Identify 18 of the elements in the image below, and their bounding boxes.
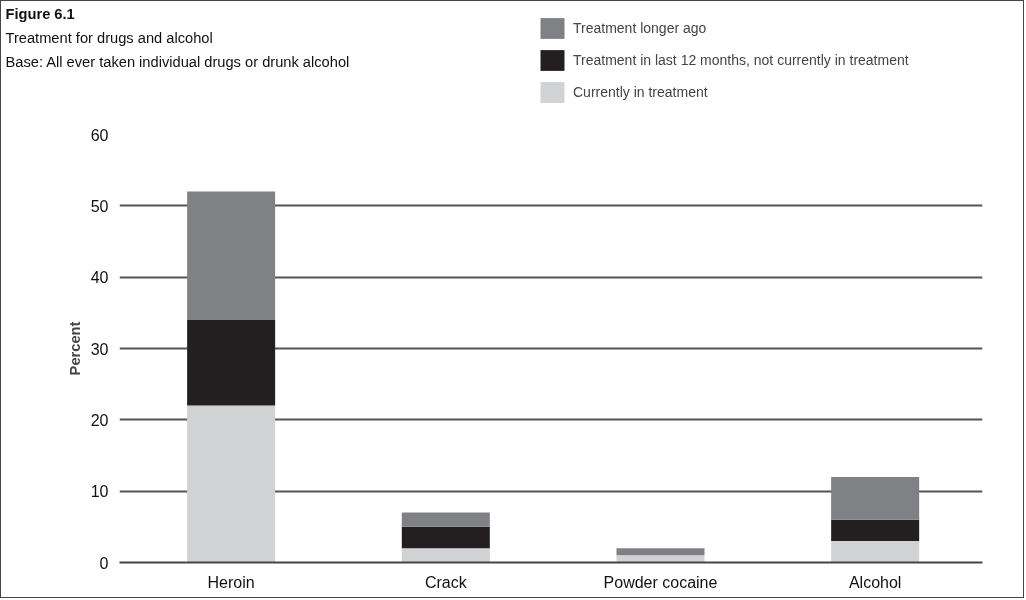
chart-subtitle: Treatment for drugs and alcohol <box>5 29 213 46</box>
y-tick-label: 40 <box>90 269 109 287</box>
x-tick-label: Powder cocaine <box>603 573 718 591</box>
y-tick-label: 50 <box>90 197 109 215</box>
x-tick-label: Crack <box>424 573 468 591</box>
y-axis-title: Percent <box>66 321 83 376</box>
y-tick-label: 20 <box>90 411 109 429</box>
y-tick-label: 0 <box>99 554 109 572</box>
legend-label: Currently in treatment <box>573 83 708 102</box>
legend-label: Treatment longer ago <box>573 19 707 38</box>
x-tick-label: Alcohol <box>848 573 902 591</box>
legend-label: Treatment in last 12 months, not currently in treatment <box>573 51 909 70</box>
y-tick-label: 60 <box>90 126 109 144</box>
text: Base: All ever taken individual drugs or drunk alcohol <box>5 53 350 70</box>
chart-title: Figure 6.1 <box>5 5 75 22</box>
y-tick-label: 30 <box>90 340 109 358</box>
y-tick-label: 10 <box>90 483 109 501</box>
x-tick-label: Heroin <box>207 573 255 591</box>
